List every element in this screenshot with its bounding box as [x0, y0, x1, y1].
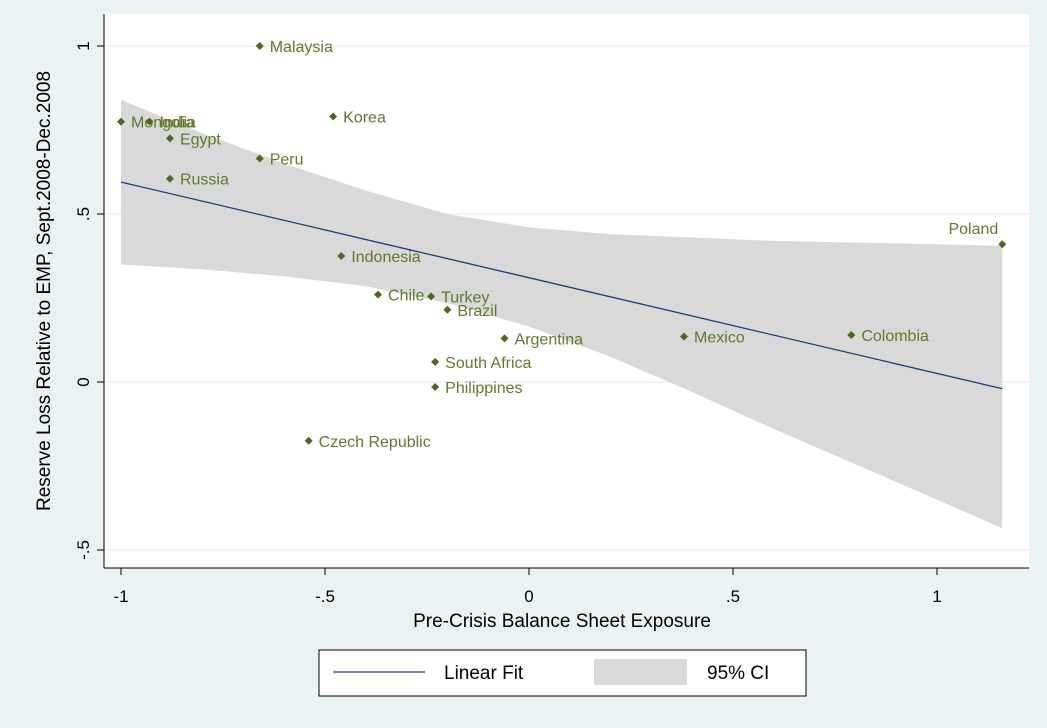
y-tick-label: .5 [74, 207, 93, 221]
data-point [255, 154, 264, 163]
data-point [374, 290, 383, 299]
data-point-label: Chile [388, 288, 425, 305]
data-point [304, 436, 313, 445]
data-point-label: Poland [948, 221, 998, 238]
legend-ci-label: 95% CI [707, 663, 769, 684]
data-point-label: Korea [343, 110, 386, 127]
data-point-label: South Africa [445, 355, 531, 372]
data-point [998, 240, 1007, 249]
data-point-label: Indonesia [351, 249, 420, 266]
data-point [165, 134, 174, 143]
data-point [500, 334, 509, 343]
y-tick-label: 0 [74, 377, 93, 386]
data-point [145, 117, 154, 126]
x-tick-label: -1 [113, 587, 128, 606]
data-point [443, 305, 452, 314]
data-point-label: Malaysia [270, 39, 333, 56]
y-axis-title: Reserve Loss Relative to EMP, Sept.2008-… [34, 71, 55, 511]
confidence-band [121, 99, 1003, 529]
legend-fit-label: Linear Fit [444, 663, 524, 684]
data-point-label: Russia [180, 172, 229, 189]
data-point [337, 252, 346, 260]
data-point-label: Mongolia [131, 115, 196, 132]
data-point-label: Philippines [445, 380, 522, 397]
legend: Linear Fit 95% CI [318, 649, 807, 697]
x-tick-label: 1 [932, 587, 941, 606]
data-point [329, 112, 338, 121]
data-point [255, 42, 264, 50]
data-point-label: Brazil [457, 303, 497, 320]
y-tick-label: 1 [74, 41, 93, 50]
y-axis-ticks: -.5 0 .5 1 [74, 41, 104, 560]
data-point-label: Egypt [180, 131, 221, 148]
data-point [431, 357, 440, 366]
x-tick-label: .5 [726, 587, 740, 606]
x-axis-ticks: -1 -.5 0 .5 1 [113, 568, 942, 606]
legend-ci-swatch [594, 659, 687, 685]
data-point-label: Colombia [861, 328, 929, 345]
legend-box [318, 649, 807, 697]
x-axis-title: Pre-Crisis Balance Sheet Exposure [413, 611, 711, 632]
y-tick-label: -.5 [74, 540, 93, 560]
data-point [165, 174, 174, 183]
data-point-label: Argentina [515, 331, 584, 348]
data-point-label: Turkey [441, 289, 489, 306]
data-point-label: Peru [270, 152, 304, 169]
data-point-label: India [160, 115, 195, 132]
data-point [117, 117, 125, 126]
data-point-label: Mexico [694, 330, 745, 347]
data-point [680, 332, 689, 341]
data-point [847, 330, 856, 339]
data-point [431, 383, 440, 392]
x-tick-label: 0 [524, 587, 533, 606]
data-point-label: Czech Republic [319, 434, 431, 451]
data-point [427, 292, 436, 301]
linear-fit-line [120, 181, 1003, 390]
x-tick-label: -.5 [315, 587, 335, 606]
